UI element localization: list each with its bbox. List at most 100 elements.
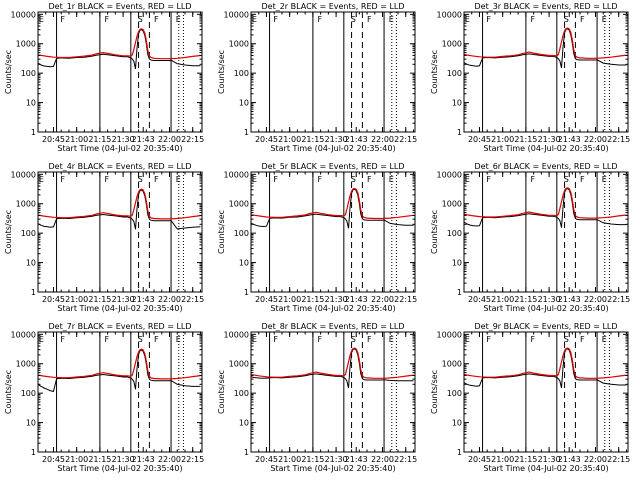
x-tick-label: 21:43 xyxy=(132,295,155,304)
region-letter: E xyxy=(465,15,470,24)
x-axis-label: Start Time (04-Jul-02 20:35:40) xyxy=(483,464,608,473)
region-letter: E xyxy=(252,15,257,24)
x-tick-label: 21:30 xyxy=(325,295,348,304)
x-tick-label: 21:43 xyxy=(132,135,155,144)
series-events-line xyxy=(463,348,627,389)
y-tick-label: 1 xyxy=(457,448,462,457)
y-tick-label: 1000 xyxy=(16,360,36,369)
detector-panel-3: Det_3r BLACK = Events, RED = LLD E F F S F E 1 1… xyxy=(430,2,630,153)
y-tick-label: 10 xyxy=(239,259,249,268)
x-tick-label: 22:15 xyxy=(181,135,204,144)
x-tick-label: 22:00 xyxy=(584,295,607,304)
y-tick-label: 100 xyxy=(234,389,249,398)
region-letter: F xyxy=(367,175,372,184)
series-events-line xyxy=(37,349,201,392)
region-letter: F xyxy=(531,15,536,24)
x-tick-label: 22:15 xyxy=(181,295,204,304)
detector-panel-9: Det_9r BLACK = Events, RED = LLD E F F S F E 1 1… xyxy=(430,322,630,473)
region-letter: E xyxy=(389,335,394,344)
x-tick-label: 21:15 xyxy=(514,135,537,144)
region-letter: E xyxy=(602,175,607,184)
x-tick-label: 21:00 xyxy=(491,295,514,304)
y-tick-label: 1000 xyxy=(229,200,249,209)
region-letter: E xyxy=(389,15,394,24)
x-tick-label: 21:00 xyxy=(278,295,301,304)
region-letter: F xyxy=(154,335,159,344)
x-tick-label: 21:43 xyxy=(558,135,581,144)
series-events-line xyxy=(250,188,414,229)
plot-frame xyxy=(463,171,629,293)
y-axis-label: Counts/sec xyxy=(217,50,226,94)
region-letter: F xyxy=(367,15,372,24)
y-tick-label: 1000 xyxy=(442,200,462,209)
x-axis-label: Start Time (04-Jul-02 20:35:40) xyxy=(483,144,608,153)
x-tick-label: 22:00 xyxy=(158,295,181,304)
panel-title: Det_8r BLACK = Events, RED = LLD xyxy=(261,322,404,331)
x-tick-label: 22:15 xyxy=(607,135,630,144)
detector-panel-2: Det_2r BLACK = Events, RED = LLD E F F S F E 1 1… xyxy=(217,2,417,153)
region-letter: F xyxy=(60,335,65,344)
x-tick-label: 21:15 xyxy=(88,455,111,464)
region-letter: E xyxy=(176,15,181,24)
y-tick-label: 1000 xyxy=(442,360,462,369)
plot-frame xyxy=(250,11,416,133)
region-letter: E xyxy=(252,335,257,344)
x-tick-label: 22:00 xyxy=(584,135,607,144)
y-tick-label: 10000 xyxy=(437,170,462,179)
series-lld-line xyxy=(250,187,414,220)
y-tick-label: 10 xyxy=(452,99,462,108)
plot-frame xyxy=(463,331,629,453)
panel-title: Det_4r BLACK = Events, RED = LLD xyxy=(48,162,191,171)
x-tick-label: 20:45 xyxy=(468,455,491,464)
y-tick-label: 1 xyxy=(244,448,249,457)
x-axis-label: Start Time (04-Jul-02 20:35:40) xyxy=(270,144,395,153)
y-tick-label: 100 xyxy=(21,389,36,398)
x-tick-label: 20:45 xyxy=(42,295,65,304)
region-letter: F xyxy=(60,15,65,24)
region-letter: E xyxy=(602,15,607,24)
panel-title: Det_2r BLACK = Events, RED = LLD xyxy=(261,2,404,11)
series-lld-line xyxy=(37,188,201,220)
y-tick-label: 100 xyxy=(447,229,462,238)
region-letter: F xyxy=(60,175,65,184)
y-tick-label: 10 xyxy=(26,99,36,108)
y-tick-label: 100 xyxy=(447,389,462,398)
detector-panel-5: Det_5r BLACK = Events, RED = LLD E F F S F E 1 1… xyxy=(217,162,417,313)
series-lld-line xyxy=(463,27,627,59)
region-letter: E xyxy=(389,175,394,184)
y-tick-label: 10000 xyxy=(224,10,249,19)
region-letter: F xyxy=(486,335,491,344)
x-tick-label: 22:00 xyxy=(371,135,394,144)
detector-panel-1: Det_1r BLACK = Events, RED = LLD E F F S F E 1 1… xyxy=(4,2,204,153)
y-tick-label: 1000 xyxy=(229,360,249,369)
region-letter: E xyxy=(602,335,607,344)
x-tick-label: 22:00 xyxy=(371,295,394,304)
y-tick-label: 1 xyxy=(457,288,462,297)
panel-title: Det_1r BLACK = Events, RED = LLD xyxy=(48,2,191,11)
x-tick-label: 22:00 xyxy=(158,455,181,464)
detector-panel-4: Det_4r BLACK = Events, RED = LLD E F F S F E 1 1… xyxy=(4,162,204,313)
region-letter: F xyxy=(486,175,491,184)
x-tick-label: 22:00 xyxy=(371,455,394,464)
series-events-line xyxy=(250,348,414,389)
region-letter: F xyxy=(318,15,323,24)
series-events-line xyxy=(463,28,627,69)
x-tick-label: 21:15 xyxy=(301,455,324,464)
region-letter: F xyxy=(105,335,110,344)
x-tick-label: 20:45 xyxy=(42,135,65,144)
region-letter: E xyxy=(465,175,470,184)
x-tick-label: 21:43 xyxy=(558,455,581,464)
y-tick-label: 10000 xyxy=(11,170,36,179)
region-letter: S xyxy=(351,335,356,344)
y-axis-label: Counts/sec xyxy=(4,370,13,414)
y-tick-label: 10 xyxy=(239,419,249,428)
y-tick-label: 10000 xyxy=(224,330,249,339)
region-letter: E xyxy=(39,175,44,184)
x-tick-label: 20:45 xyxy=(255,295,278,304)
plot-frame xyxy=(250,171,416,293)
x-tick-label: 22:15 xyxy=(607,295,630,304)
plot-frame xyxy=(37,331,203,453)
x-tick-label: 21:15 xyxy=(301,295,324,304)
x-tick-label: 21:30 xyxy=(538,295,561,304)
